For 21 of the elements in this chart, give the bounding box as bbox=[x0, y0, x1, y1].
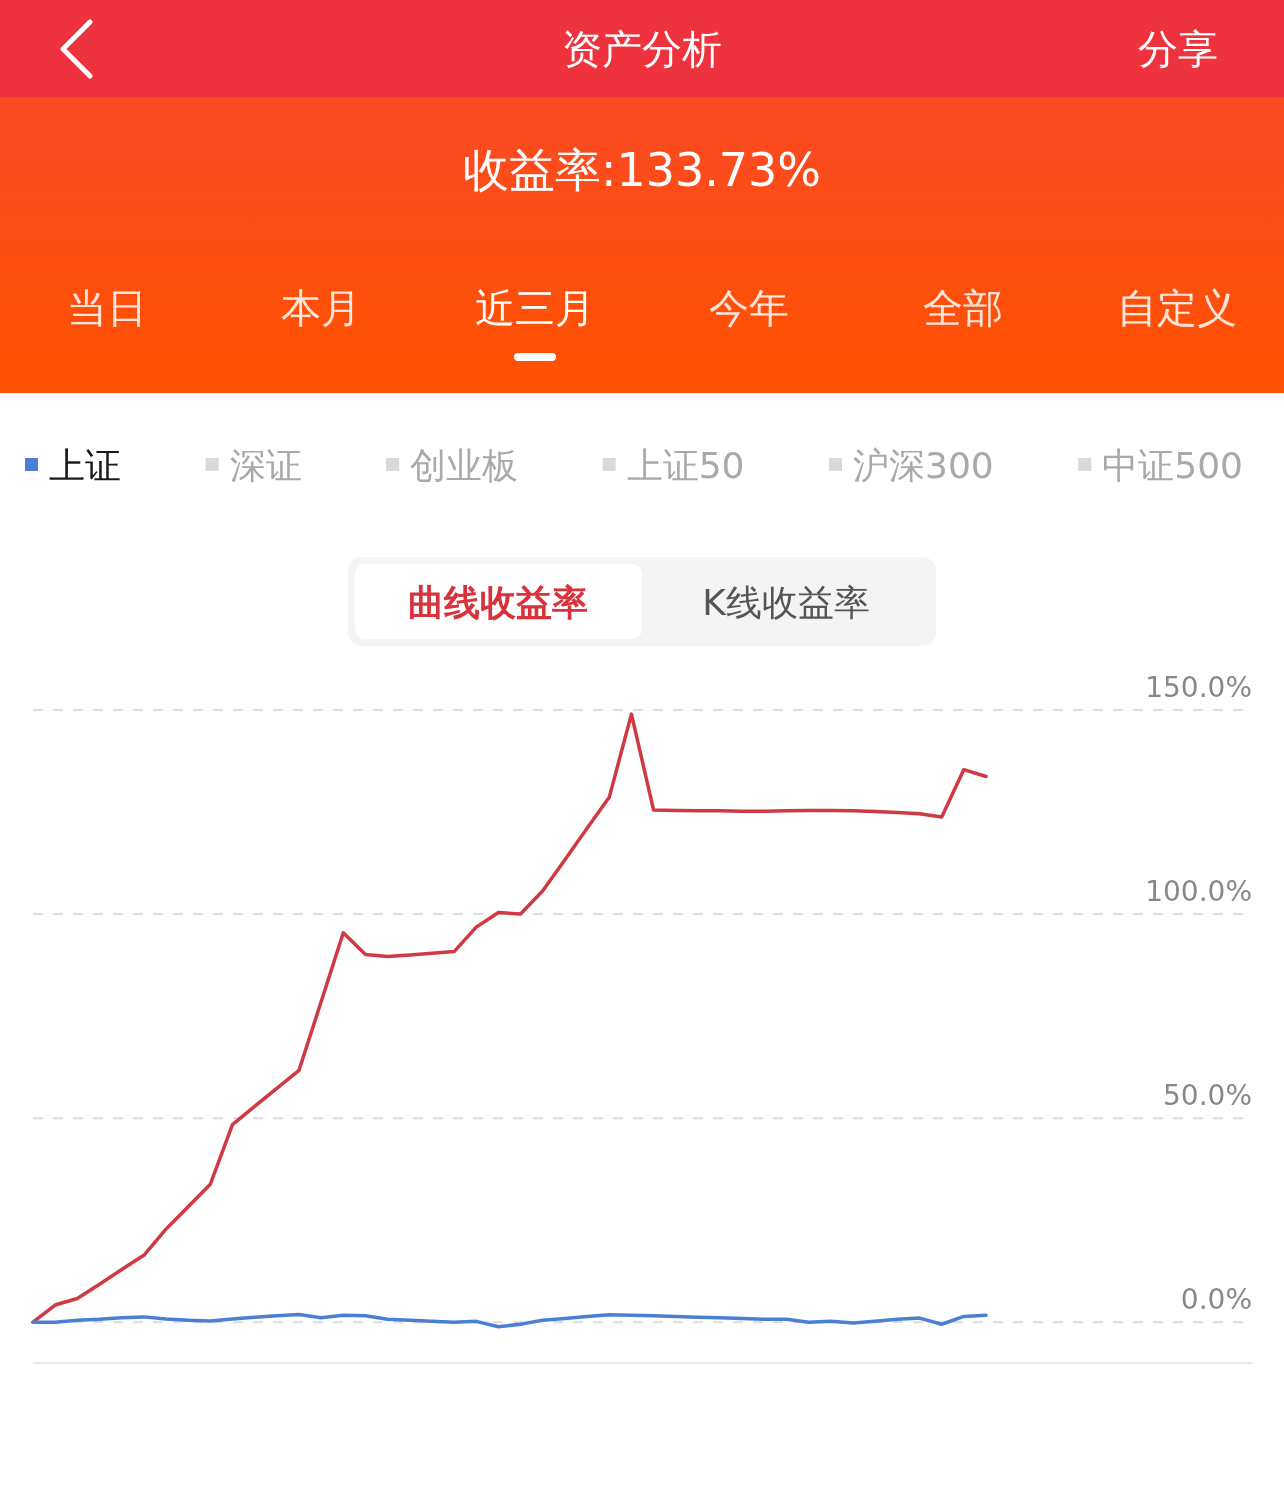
legend-label: 深证 bbox=[229, 445, 302, 486]
legend-label: 沪深300 bbox=[853, 445, 994, 486]
text: 全部 bbox=[923, 285, 1003, 331]
text: 今年 bbox=[709, 285, 789, 331]
legend-label: 上证50 bbox=[626, 445, 745, 486]
text: 本月 bbox=[281, 285, 361, 331]
legend-label: 上证 bbox=[49, 445, 121, 486]
y-tick-label: 50.0% bbox=[1163, 1079, 1252, 1113]
text: 分享 bbox=[1138, 26, 1218, 72]
y-tick-label: 150.0% bbox=[1145, 671, 1252, 704]
text: 当日 bbox=[67, 285, 147, 331]
y-tick-label: 100.0% bbox=[1145, 875, 1252, 909]
text: 近三月 bbox=[475, 285, 595, 331]
text: 自定义 bbox=[1117, 285, 1237, 331]
chart-title: 资产分析 bbox=[562, 26, 722, 72]
legend-label: 中证500 bbox=[1102, 445, 1243, 486]
legend-label: 创业板 bbox=[410, 445, 519, 486]
text: 曲线收益率 bbox=[408, 582, 588, 623]
text: K线收益率 bbox=[702, 582, 870, 623]
chart-subtitle: 收益率:133.73% bbox=[462, 143, 822, 197]
y-tick-label: 0.0% bbox=[1180, 1283, 1252, 1317]
